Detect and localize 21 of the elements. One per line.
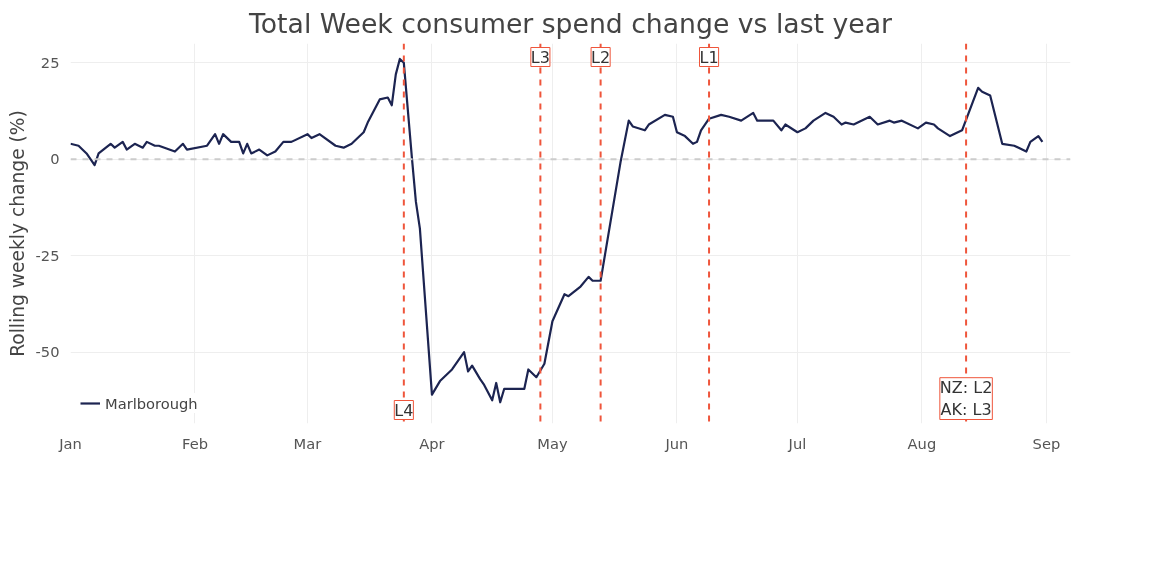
ref-line-label: NZ: L2 AK: L3 bbox=[939, 377, 993, 420]
ref-line-label: L3 bbox=[530, 47, 550, 67]
ref-line-label: L2 bbox=[591, 47, 611, 67]
ref-line-label: L1 bbox=[699, 47, 719, 67]
x-tick-label: Aug bbox=[907, 434, 937, 452]
x-tick-label: Feb bbox=[182, 434, 208, 452]
x-tick-label: Apr bbox=[419, 434, 446, 452]
y-axis-title: Rolling weekly change (%) bbox=[6, 110, 28, 357]
y-tick-label: -25 bbox=[35, 246, 60, 264]
legend-label: Marlborough bbox=[105, 394, 198, 412]
chart-title: Total Week consumer spend change vs last year bbox=[248, 7, 892, 39]
y-tick-label: 0 bbox=[50, 150, 60, 168]
x-tick-label: Jul bbox=[787, 434, 807, 452]
ref-line-label: L4 bbox=[394, 400, 414, 420]
x-tick-label: Jun bbox=[664, 434, 689, 452]
x-tick-label: Jan bbox=[58, 434, 82, 452]
x-tick-label: Mar bbox=[293, 434, 323, 452]
x-tick-label: Sep bbox=[1032, 434, 1061, 452]
y-tick-label: -50 bbox=[35, 343, 60, 361]
y-tick-label: 25 bbox=[40, 53, 60, 71]
x-tick-label: May bbox=[537, 434, 568, 452]
